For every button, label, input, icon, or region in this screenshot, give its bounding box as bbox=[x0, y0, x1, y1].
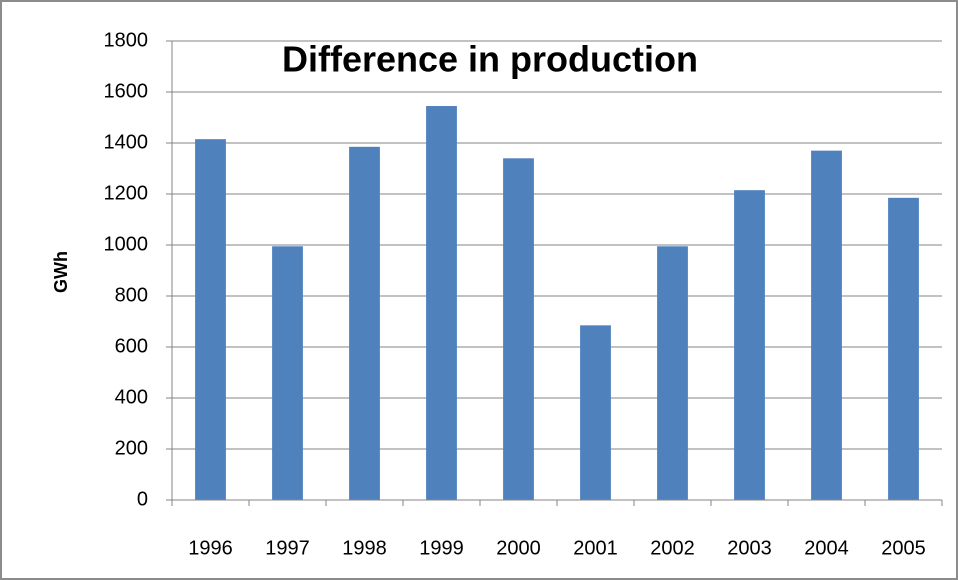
x-tick-label: 1999 bbox=[419, 537, 464, 559]
x-tick-label: 2004 bbox=[804, 537, 849, 559]
bar bbox=[503, 158, 534, 501]
y-tick-label: 200 bbox=[115, 437, 148, 459]
bar bbox=[811, 150, 842, 500]
y-tick-label: 1400 bbox=[104, 131, 149, 153]
x-tick-label: 1996 bbox=[188, 537, 233, 559]
y-tick-label: 1200 bbox=[104, 182, 149, 204]
y-tick-label: 0 bbox=[137, 488, 148, 510]
bar bbox=[657, 246, 688, 500]
bar bbox=[349, 146, 380, 500]
bar bbox=[272, 246, 303, 500]
bar bbox=[195, 139, 226, 501]
y-tick-label: 400 bbox=[115, 386, 148, 408]
x-tick-label: 2002 bbox=[650, 537, 695, 559]
bar bbox=[580, 325, 611, 500]
y-tick-label: 1000 bbox=[104, 233, 149, 255]
x-tick-label: 2000 bbox=[496, 537, 541, 559]
y-tick-label: 800 bbox=[115, 284, 148, 306]
x-tick-label: 2001 bbox=[573, 537, 618, 559]
chart-title: Difference in production bbox=[282, 39, 698, 80]
y-tick-label: 1800 bbox=[104, 29, 149, 51]
x-tick-label: 2003 bbox=[727, 537, 772, 559]
y-tick-label: 1600 bbox=[104, 80, 149, 102]
bar bbox=[426, 106, 457, 501]
bar bbox=[734, 190, 765, 501]
x-tick-label: 2005 bbox=[881, 537, 926, 559]
bar bbox=[888, 197, 919, 500]
x-tick-label: 1997 bbox=[265, 537, 310, 559]
y-axis-label: GWh bbox=[51, 251, 71, 293]
y-tick-label: 600 bbox=[115, 335, 148, 357]
x-tick-label: 1998 bbox=[342, 537, 387, 559]
